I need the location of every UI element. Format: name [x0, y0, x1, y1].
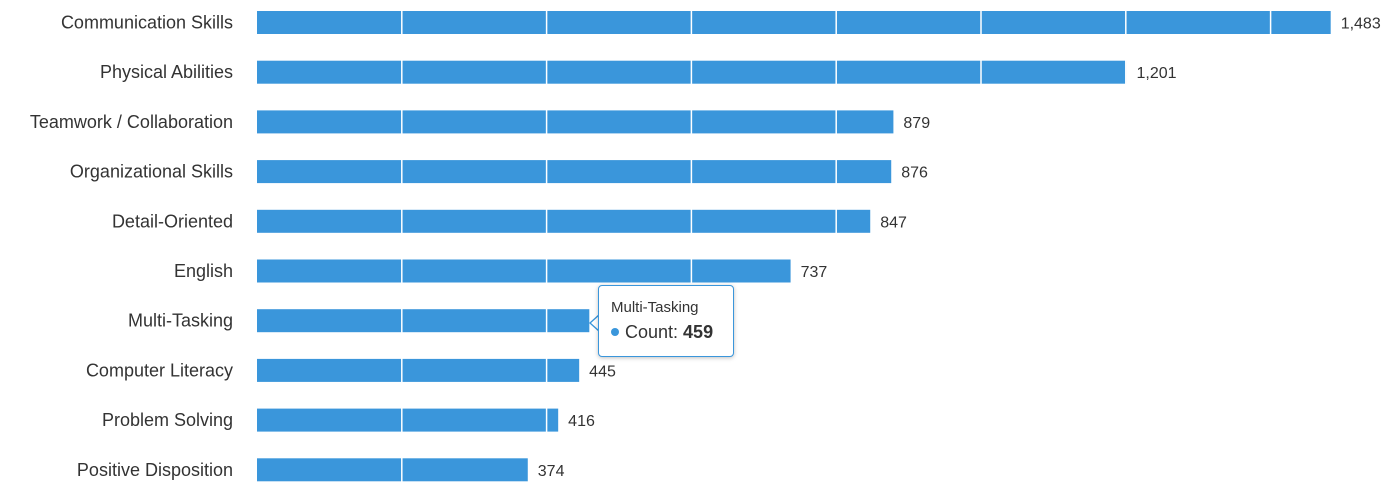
tooltip-arrow-inner: [591, 315, 600, 331]
bar[interactable]: [257, 309, 590, 333]
bar[interactable]: [257, 110, 894, 134]
bar[interactable]: [257, 11, 1331, 34]
value-label: 879: [903, 115, 930, 132]
bar[interactable]: [257, 160, 892, 184]
tooltip-title: Multi-Tasking: [611, 299, 699, 316]
value-label: 1,483: [1341, 16, 1381, 33]
gridlines: [401, 0, 1272, 501]
value-label: 374: [538, 463, 565, 480]
value-label: 737: [801, 264, 828, 281]
category-label: English: [174, 261, 233, 281]
category-label: Problem Solving: [102, 410, 233, 430]
value-label: 876: [901, 165, 928, 182]
tooltip: Multi-Tasking Count: 459: [598, 285, 734, 357]
value-label: 847: [880, 214, 907, 231]
category-label: Organizational Skills: [70, 162, 233, 182]
category-label: Positive Disposition: [77, 460, 233, 480]
value-label: 416: [568, 413, 595, 430]
series-dot-icon: [611, 328, 619, 336]
value-label: 445: [589, 363, 616, 380]
bar[interactable]: [257, 259, 791, 283]
bar[interactable]: [257, 458, 528, 482]
category-label: Communication Skills: [61, 13, 233, 33]
category-label: Computer Literacy: [86, 360, 233, 380]
tooltip-series-label: Count:: [625, 322, 684, 342]
tooltip-row: Count: 459: [611, 322, 721, 342]
category-label: Multi-Tasking: [128, 311, 233, 331]
bar[interactable]: [257, 358, 580, 382]
bar[interactable]: [257, 209, 871, 233]
bars-layer: [257, 11, 1331, 482]
category-label: Teamwork / Collaboration: [30, 112, 233, 132]
bar[interactable]: [257, 408, 559, 432]
category-label: Detail-Oriented: [112, 211, 233, 231]
value-label: 1,201: [1137, 65, 1177, 82]
tooltip-value: 459: [683, 322, 714, 342]
category-label: Physical Abilities: [100, 62, 233, 82]
